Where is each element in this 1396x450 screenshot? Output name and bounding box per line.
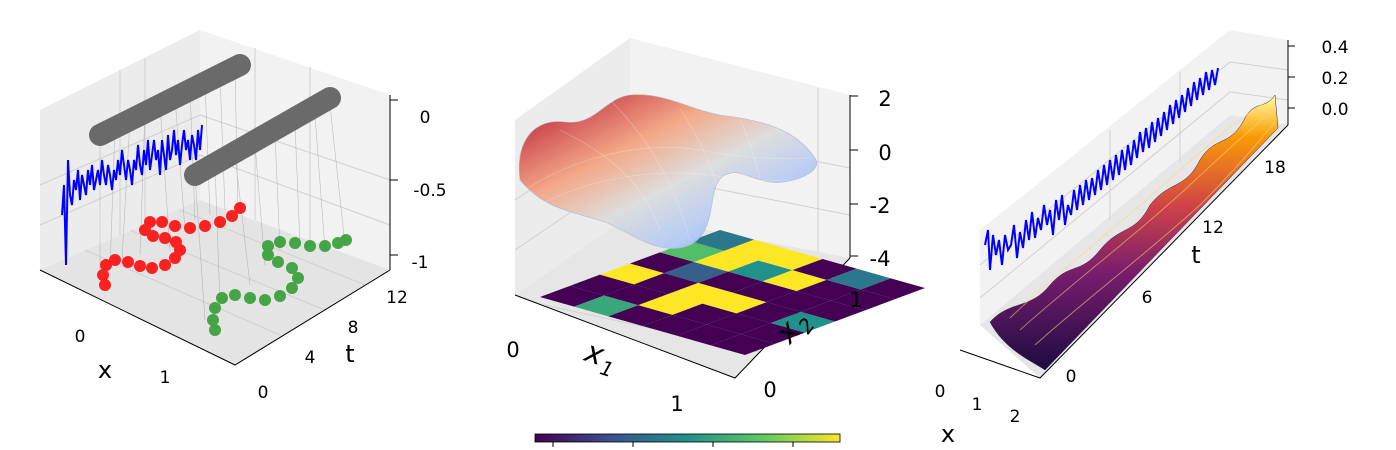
heatmap-cell bbox=[860, 278, 925, 300]
panel-3-z-ticks: 0.4 0.2 0.0 bbox=[1288, 38, 1349, 120]
panel-2-x2-tick-1: 1 bbox=[849, 288, 862, 312]
panel-2: 2 0 -2 -4 0 1 x 1 0 1 x 2 bbox=[506, 38, 925, 447]
heatmap-cell bbox=[690, 230, 755, 251]
heatmap-cell bbox=[770, 311, 835, 333]
heatmap-cell bbox=[736, 302, 801, 323]
heatmap-cell bbox=[672, 303, 737, 325]
panel-1-t-tick-0: 0 bbox=[258, 383, 269, 403]
panel-1-floor bbox=[40, 200, 390, 365]
colorbar-bar bbox=[534, 433, 841, 443]
heatmap-cell bbox=[830, 289, 895, 311]
heatmap-cell bbox=[826, 268, 891, 290]
panel-2-surface bbox=[518, 94, 818, 249]
panel-1-z-tick-0: 0 bbox=[420, 108, 431, 128]
panel-1-bar-1 bbox=[89, 54, 251, 146]
panel-3-x-tick-0: 0 bbox=[935, 382, 946, 402]
heatmap-cell bbox=[702, 292, 767, 314]
panel-1-z-ticks: 0 -0.5 -1 bbox=[390, 99, 447, 273]
heatmap-cell bbox=[540, 285, 605, 307]
panel-1-t-tick-1: 4 bbox=[305, 348, 316, 368]
colorbar bbox=[534, 433, 841, 447]
panel-2-z-tick-2: -2 bbox=[870, 194, 891, 218]
heatmap-cell bbox=[574, 295, 639, 317]
heatmap-cell bbox=[724, 239, 789, 261]
heatmap-cell bbox=[732, 281, 797, 303]
panel-2-z-ticks: 2 0 -2 -4 bbox=[850, 87, 892, 271]
panel-2-z-tick-0: 2 bbox=[878, 87, 891, 111]
panel-2-x1-tick-1: 1 bbox=[670, 392, 683, 416]
panel-3-t-ticks: 0 6 12 18 bbox=[1066, 158, 1286, 387]
panel-3: 0.4 0.2 0.0 0 6 12 18 t 0 1 2 x bbox=[935, 30, 1349, 448]
panel-1-x-ticks: 0 1 bbox=[75, 327, 171, 388]
panel-1-t-tick-2: 8 bbox=[348, 318, 359, 338]
panel-1-blue-trace bbox=[61, 124, 203, 266]
panel-2-x1-tick-0: 0 bbox=[506, 338, 519, 362]
panel-2-x1-ticks: 0 1 bbox=[506, 338, 683, 416]
panel-1-z-tick-1: -0.5 bbox=[413, 181, 446, 201]
panel-3-z-tick-0: 0.4 bbox=[1321, 38, 1348, 58]
panel-3-z-tick-2: 0.0 bbox=[1321, 100, 1348, 120]
panel-1-bar-2 bbox=[184, 87, 341, 186]
heatmap-cell bbox=[796, 279, 861, 301]
heatmap-cell bbox=[604, 284, 669, 306]
panel-3-x-tick-1: 1 bbox=[972, 395, 983, 415]
heatmap-cell bbox=[762, 270, 827, 291]
heatmap-cell bbox=[634, 273, 699, 294]
colorbar-ticks bbox=[552, 442, 794, 447]
panel-1-green-trajectory bbox=[207, 234, 352, 336]
panel-2-x1-label: x 1 bbox=[580, 334, 617, 382]
heatmap-cell bbox=[706, 313, 771, 335]
heatmap-cell bbox=[630, 252, 695, 274]
panel-2-x2-tick-0: 0 bbox=[763, 378, 776, 402]
panel-1-axis-lines bbox=[39, 269, 391, 366]
panel-1-x-label: x bbox=[98, 356, 112, 384]
panel-2-x2-ticks: 0 1 bbox=[763, 288, 862, 402]
heatmap-cell bbox=[792, 259, 857, 280]
panel-3-x-label: x bbox=[941, 420, 955, 448]
panel-1-x-tick-1: 1 bbox=[160, 368, 171, 388]
panel-3-t-tick-2: 12 bbox=[1202, 218, 1224, 238]
panel-3-x-ticks: 0 1 2 bbox=[935, 382, 1021, 427]
panel-3-t-label: t bbox=[1191, 241, 1200, 269]
panel-1-t-label: t bbox=[345, 340, 354, 368]
panel-3-x-tick-2: 2 bbox=[1010, 407, 1021, 427]
panel-2-z-tick-1: 0 bbox=[878, 141, 891, 165]
panel-3-t-tick-1: 6 bbox=[1142, 288, 1153, 308]
panel-3-blue-trace bbox=[984, 67, 1219, 271]
heatmap-cell bbox=[758, 249, 823, 271]
panel-3-surface bbox=[989, 94, 1279, 371]
panel-3-back-panes bbox=[980, 30, 1288, 325]
heatmap-cell bbox=[710, 334, 775, 355]
panel-3-surface-ridges bbox=[1009, 99, 1276, 346]
panel-3-t-tick-0: 0 bbox=[1066, 367, 1077, 387]
heatmap-cell bbox=[638, 294, 703, 315]
heatmap-cell bbox=[698, 271, 763, 293]
panel-1: 0 -0.5 -1 0 1 x 0 4 8 12 t bbox=[39, 30, 447, 403]
heatmap-cell bbox=[664, 262, 729, 283]
panel-3-t-tick-3: 18 bbox=[1264, 158, 1286, 178]
heatmap-cell bbox=[642, 314, 707, 336]
panel-3-axis-lines bbox=[959, 124, 1289, 379]
heatmap-cell bbox=[676, 324, 741, 346]
heatmap-cell bbox=[800, 300, 865, 322]
heatmap-cell bbox=[600, 263, 665, 285]
panel-1-z-tick-2: -1 bbox=[412, 253, 429, 273]
panel-1-red-trajectory bbox=[97, 202, 246, 291]
panel-2-surface-mesh bbox=[524, 99, 811, 241]
heatmap-cell bbox=[668, 282, 733, 304]
panel-3-z-tick-1: 0.2 bbox=[1321, 69, 1348, 89]
panel-1-t-tick-3: 12 bbox=[386, 288, 408, 308]
heatmap-cell bbox=[694, 250, 759, 272]
heatmap-cell bbox=[728, 260, 793, 282]
heatmap-cell bbox=[608, 305, 673, 326]
heatmap-cell bbox=[740, 323, 805, 344]
panel-2-heatmap bbox=[540, 230, 925, 355]
panel-1-t-ticks: 0 4 8 12 bbox=[258, 288, 408, 403]
heatmap-cell bbox=[570, 274, 635, 296]
panel-2-z-tick-3: -4 bbox=[870, 247, 891, 271]
heatmap-cell bbox=[766, 291, 831, 312]
panel-1-x-tick-0: 0 bbox=[75, 327, 86, 347]
